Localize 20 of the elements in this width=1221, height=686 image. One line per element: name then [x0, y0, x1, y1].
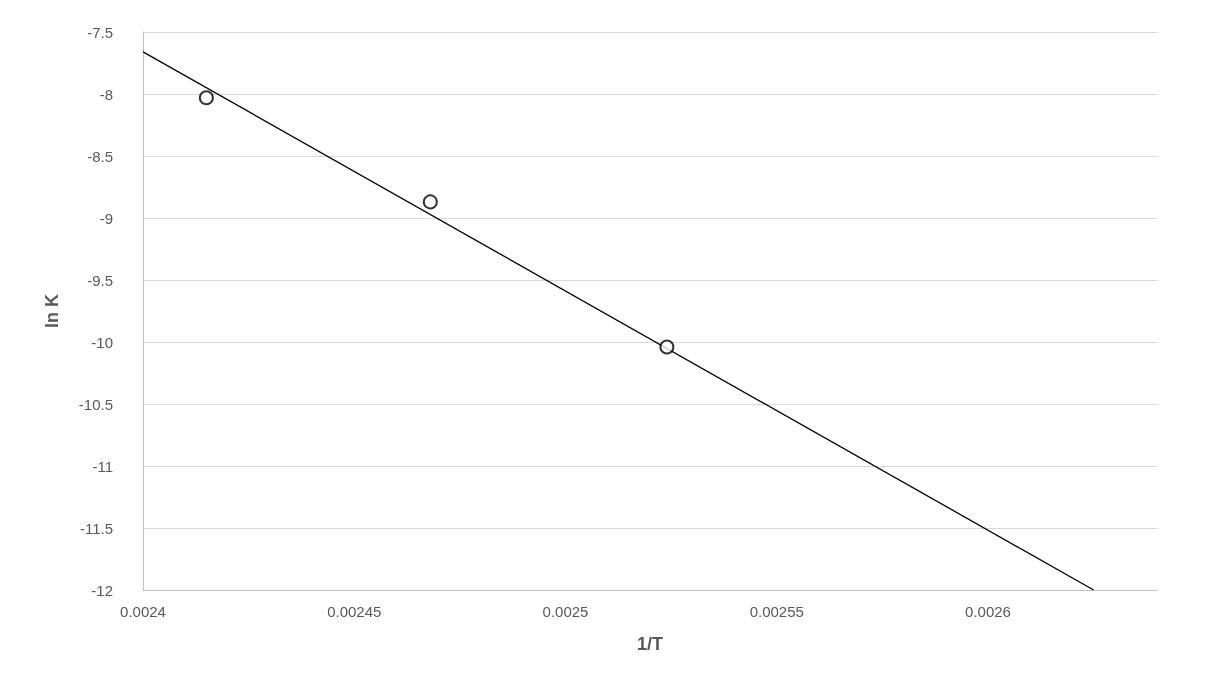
y-axis-title: ln K	[42, 294, 62, 328]
x-axis-title: 1/T	[636, 634, 664, 654]
x-tick-label: 0.00255	[749, 603, 804, 620]
y-tick-label: -9.5	[87, 271, 113, 289]
point	[198, 90, 214, 106]
y-tick-label: -8.5	[87, 147, 113, 165]
x-tick-label: 0.0026	[965, 603, 1011, 620]
y-tick-label: -10.5	[78, 395, 113, 413]
point	[659, 339, 675, 355]
x-tick-label: 0.00245	[327, 603, 382, 620]
y-tick-label: -11.5	[79, 519, 113, 537]
y-tick-label: -8	[99, 85, 113, 103]
y-tick-label: -9	[99, 209, 113, 227]
x-tick-label: 0.0025	[542, 603, 589, 620]
point	[422, 194, 438, 210]
y-tick-label: -11	[92, 457, 113, 475]
x-tick-label: 0.0024	[120, 603, 166, 620]
y-tick-label: -12	[91, 581, 113, 599]
y-tick-label: -7.5	[87, 23, 113, 41]
y-tick-label: -10	[91, 333, 113, 351]
